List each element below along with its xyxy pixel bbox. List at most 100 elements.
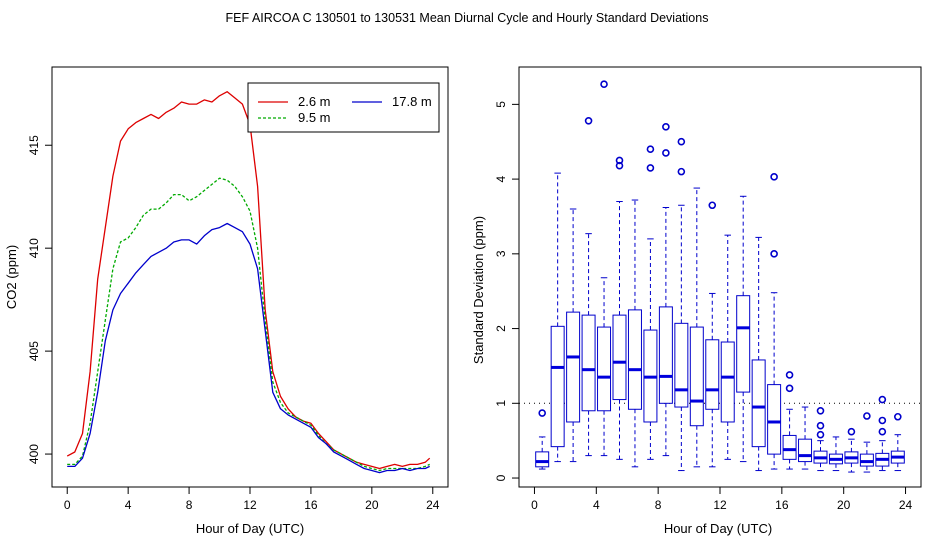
box-hour-1 [550,172,565,463]
box-hour-4 [597,80,612,457]
outlier-point-1 [677,137,686,146]
outlier-point-0 [646,164,655,172]
box-hour-13 [736,195,751,463]
left-x-tick-label-8: 8 [186,498,193,512]
box-hour-16 [782,371,797,470]
left-series-lines [66,91,431,474]
box-iqr [658,306,673,404]
right-x-axis-label: Hour of Day (UTC) [664,521,772,536]
box-hour-11 [705,201,720,468]
box-hour-5 [612,156,627,460]
outlier-point-0 [662,149,670,157]
right-x-tick-label-24: 24 [899,498,913,512]
box-hour-7 [643,145,658,460]
outlier-point-0 [538,409,546,417]
box-iqr [782,434,797,460]
box-iqr [798,438,813,463]
right-x-tick-label-12: 12 [713,498,727,512]
outlier-point-1 [816,421,825,430]
box-iqr [689,326,704,427]
legend-box [247,82,440,133]
legend-label-2-6m: 2.6 m [298,94,331,109]
left-x-tick-label-24: 24 [426,498,440,512]
right-y-axis-label: Standard Deviation (ppm) [471,216,486,364]
box-iqr [627,309,642,410]
box-hour-0 [535,409,550,470]
left-y-tick-label-415: 415 [27,135,41,155]
right-x-tick-label-4: 4 [593,498,600,512]
box-hour-9 [674,137,689,472]
series-line-2-6m [66,91,431,470]
left-x-tick-label-12: 12 [243,498,257,512]
outlier-point-1 [878,416,887,425]
right-x-tick-label-0: 0 [531,498,538,512]
box-hour-10 [689,187,704,468]
left-x-tick-label-0: 0 [64,498,71,512]
outlier-point-0 [894,412,902,421]
box-hour-8 [658,122,673,457]
legend-label-9-5m: 9.5 m [298,110,331,125]
box-iqr [674,322,689,408]
box-hour-18 [813,406,828,472]
outlier-point-0 [785,384,794,393]
left-x-axis-label: Hour of Day (UTC) [196,521,304,536]
right-y-tick-label-5: 5 [494,101,508,108]
box-iqr [736,295,751,393]
box-hour-2 [566,208,581,463]
left-x-tick-label-4: 4 [125,498,132,512]
right-x-tick-label-16: 16 [775,498,789,512]
box-iqr [767,384,782,455]
outlier-point-0 [878,427,887,436]
right-boxes [535,80,905,473]
left-x-tick-label-20: 20 [365,498,379,512]
left-y-tick-label-405: 405 [27,341,41,361]
right-y-tick-label-4: 4 [494,175,508,182]
box-iqr [612,314,627,401]
outlier-point-0 [677,167,686,176]
box-iqr [597,326,612,412]
left-axes: 0 4 8 12 16 20 24 400 405 410 415 [27,135,440,512]
right-x-tick-label-20: 20 [837,498,851,512]
right-plot-frame [518,66,922,488]
right-y-tick-label-2: 2 [494,325,508,332]
box-hour-15 [767,173,782,470]
box-hour-21 [859,412,874,473]
box-hour-17 [798,406,813,470]
legend-label-17-8m: 17.8 m [392,94,432,109]
box-iqr [535,451,550,468]
outlier-point-1 [646,145,655,154]
outlier-point-0 [708,201,717,210]
box-hour-14 [751,236,766,472]
outlier-point-0 [863,412,871,420]
box-iqr [566,311,581,423]
series-line-9-5m [67,177,430,472]
outlier-point-0 [847,427,856,436]
left-y-axis-label: CO2 (ppm) [4,245,19,309]
box-iqr [751,359,766,448]
box-iqr [581,314,596,412]
left-y-tick-label-410: 410 [27,238,41,258]
outlier-point-1 [662,122,670,131]
box-hour-20 [844,427,859,473]
left-x-tick-label-16: 16 [304,498,318,512]
series-line-17-8m [67,222,430,474]
figure-title: FEF AIRCOA C 130501 to 130531 Mean Diurn… [226,11,709,25]
mean-diurnal-cycle-chart: 0 4 8 12 16 20 24 400 405 410 415 Hour of Day (UTC… [4,66,449,536]
box-hour-6 [627,199,642,468]
box-hour-22 [875,395,890,472]
box-hour-12 [720,234,735,460]
box-hour-23 [890,412,905,472]
box-iqr [720,341,735,423]
outlier-point-2 [816,406,825,415]
box-iqr [550,325,565,448]
outlier-point-0 [584,117,593,125]
right-y-tick-label-3: 3 [494,250,508,257]
box-hour-3 [581,117,596,457]
right-x-tick-label-8: 8 [655,498,662,512]
outlier-point-0 [600,80,608,88]
left-y-tick-label-400: 400 [27,444,41,464]
outlier-point-0 [816,430,825,439]
box-hour-19 [828,436,843,472]
